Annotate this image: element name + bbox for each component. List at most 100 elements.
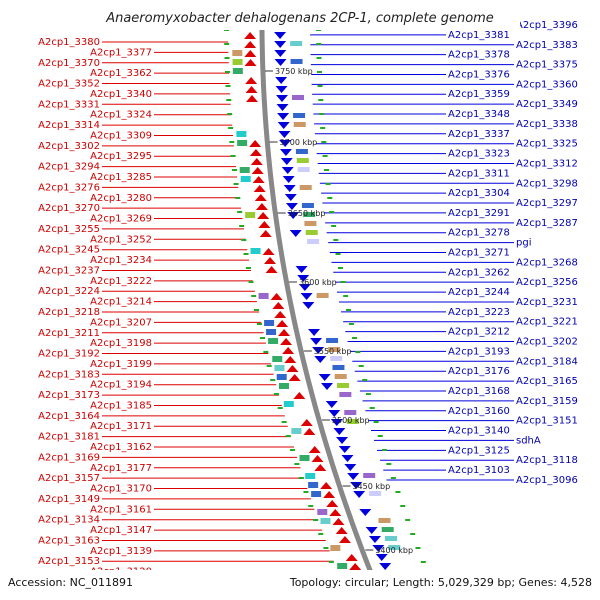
reverse-gene-arrow	[275, 86, 288, 93]
forward-gene-arrow	[320, 482, 333, 489]
gene-function-block	[316, 293, 329, 298]
left-gene-label: A2cp1_3134	[38, 515, 100, 526]
gene-function-block	[237, 140, 248, 146]
reverse-gene-arrow	[280, 158, 293, 165]
left-gene-label: A2cp1_3139	[90, 546, 152, 557]
gene-tracks	[224, 20, 437, 600]
reverse-gene-arrow	[336, 437, 349, 444]
reverse-gene-arrow	[279, 149, 292, 156]
footer-backdrop	[0, 570, 600, 600]
left-gene-label: A2cp1_3198	[90, 338, 152, 349]
reverse-gene-arrow	[372, 545, 385, 552]
gene-function-block	[332, 365, 345, 370]
right-gene-label: A2cp1_3325	[516, 139, 578, 150]
right-gene-label: A2cp1_3096	[516, 475, 578, 486]
left-gene-label: A2cp1_3362	[90, 68, 152, 79]
right-gene-label: A2cp1_3231	[516, 297, 578, 308]
forward-gene-arrow	[244, 50, 257, 57]
forward-gene-arrow	[335, 527, 348, 534]
left-gene-label: A2cp1_3149	[38, 494, 100, 505]
left-gene-label: A2cp1_3340	[90, 89, 152, 100]
forward-gene-arrow	[245, 77, 258, 84]
right-gene-label: A2cp1_3376	[448, 69, 510, 80]
forward-gene-arrow	[284, 356, 297, 363]
left-gene-label: A2cp1_3324	[90, 110, 152, 121]
left-gene-label: A2cp1_3183	[38, 369, 100, 380]
gene-function-block	[337, 563, 348, 569]
reverse-gene-arrow	[308, 329, 321, 336]
right-gene-label: A2cp1_3298	[516, 178, 578, 189]
forward-gene-arrow	[251, 167, 264, 174]
gene-function-block	[311, 491, 322, 497]
forward-gene-arrow	[345, 554, 358, 561]
forward-gene-arrow	[244, 59, 257, 66]
gene-function-block	[299, 455, 310, 461]
right-gene-label: A2cp1_3202	[516, 337, 578, 348]
forward-gene-arrow	[293, 392, 306, 399]
right-gene-label: A2cp1_3125	[448, 445, 510, 456]
left-gene-label: A2cp1_3173	[38, 390, 100, 401]
left-gene-label: A2cp1_3207	[90, 317, 152, 328]
right-gene-label: A2cp1_3291	[448, 208, 510, 219]
reverse-gene-arrow	[277, 113, 290, 120]
right-gene-label: A2cp1_3193	[448, 346, 510, 357]
kbp-label: 3400 kbp	[375, 546, 413, 555]
forward-gene-arrow	[278, 329, 291, 336]
right-gene-label: A2cp1_3381	[448, 30, 510, 41]
gene-function-block	[337, 383, 350, 388]
forward-gene-arrow	[282, 347, 295, 354]
gene-function-block	[344, 410, 357, 415]
gene-function-block	[307, 239, 320, 244]
right-gene-label: A2cp1_3278	[448, 228, 510, 239]
reverse-gene-arrow	[365, 527, 378, 534]
reverse-gene-arrow	[279, 140, 292, 147]
left-gene-label: A2cp1_3218	[38, 307, 100, 318]
map-title: Anaeromyxobacter dehalogenans 2CP-1, com…	[105, 11, 494, 26]
right-gene-label: A2cp1_3338	[516, 119, 578, 130]
gene-labels: 3750 kbp 3700 kbp 3650 kbp 3600 kbp 3550 kbp…	[38, 20, 578, 588]
right-gene-label: A2cp1_3359	[448, 89, 510, 100]
forward-gene-arrow	[246, 95, 259, 102]
left-gene-label: A2cp1_3245	[38, 245, 100, 256]
gene-function-block	[299, 185, 312, 190]
reverse-gene-arrow	[353, 491, 366, 498]
reverse-gene-arrow	[277, 122, 290, 129]
left-gene-label: A2cp1_3169	[38, 452, 100, 463]
forward-gene-arrow	[274, 311, 287, 318]
gene-function-block	[330, 545, 341, 551]
reverse-gene-arrow	[297, 275, 310, 282]
right-gene-label: A2cp1_3268	[516, 257, 578, 268]
reverse-gene-arrow	[295, 266, 308, 273]
genome-backbone	[259, 20, 385, 600]
forward-gene-arrow	[244, 32, 257, 39]
left-gene-label: A2cp1_3162	[90, 442, 152, 453]
kbp-label: 3750 kbp	[275, 67, 313, 76]
forward-gene-arrow	[259, 230, 272, 237]
title-backdrop	[80, 2, 520, 30]
forward-gene-arrow	[244, 41, 257, 48]
right-gene-label: A2cp1_3159	[516, 396, 578, 407]
right-gene-label: A2cp1_3378	[448, 50, 510, 61]
gene-function-block	[293, 122, 306, 127]
forward-gene-arrow	[257, 212, 270, 219]
left-gene-label: A2cp1_3222	[90, 276, 152, 287]
reverse-gene-arrow	[330, 419, 343, 426]
reverse-gene-arrow	[341, 455, 354, 462]
forward-gene-arrow	[311, 455, 324, 462]
gene-function-block	[317, 509, 328, 515]
left-gene-label: A2cp1_3157	[38, 473, 100, 484]
right-gene-label: A2cp1_3151	[516, 416, 578, 427]
left-gene-label: A2cp1_3147	[90, 525, 152, 536]
left-gene-label: A2cp1_3252	[90, 234, 152, 245]
left-gene-label: A2cp1_3237	[38, 265, 100, 276]
left-gene-label: A2cp1_3171	[90, 421, 152, 432]
kbp-label: 3450 kbp	[352, 482, 390, 491]
gene-function-block	[384, 536, 397, 541]
gene-function-block	[330, 356, 343, 361]
gene-function-block	[272, 356, 283, 362]
left-gene-label: A2cp1_3269	[90, 214, 152, 225]
gene-function-block	[274, 365, 285, 371]
right-gene-label: A2cp1_3311	[448, 168, 510, 179]
left-gene-label: A2cp1_3224	[38, 286, 100, 297]
